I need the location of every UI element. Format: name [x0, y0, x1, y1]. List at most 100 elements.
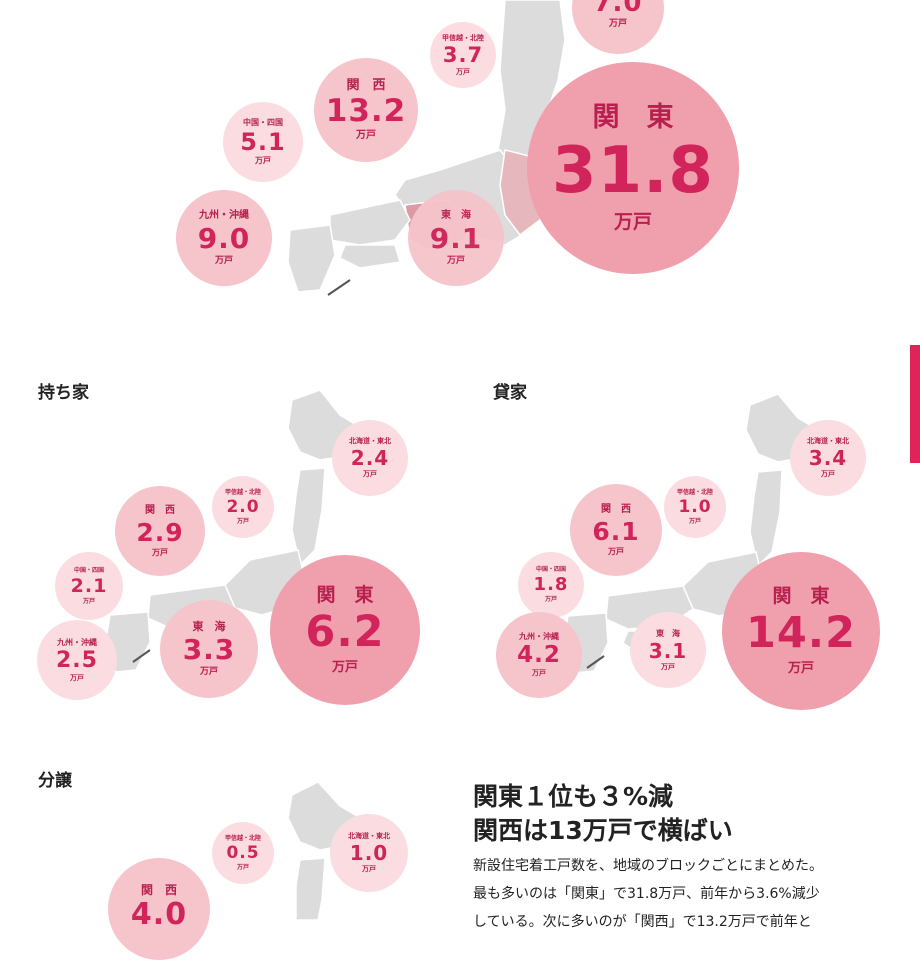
region-value: 2.0: [226, 496, 260, 517]
region-unit: 万戸: [362, 865, 376, 873]
region-value: 1.0: [678, 496, 712, 517]
condo-section: 甲信越・北陸 0.5 万戸 北海道・東北 1.0 万戸 関 西 4.0: [0, 770, 460, 960]
region-unit: 万戸: [214, 255, 233, 266]
body-line-1: 新設住宅着工戸数を、地域のブロックごとにまとめた。: [473, 858, 823, 874]
headline-line-1: 関東１位も３%減: [473, 782, 674, 811]
region-name: 関 西: [346, 78, 386, 93]
bubble-koshinetsu-hokuriku: 甲信越・北陸 0.5 万戸: [212, 822, 274, 884]
region-value: 2.1: [70, 574, 108, 597]
region-unit: 万戸: [608, 19, 627, 29]
region-name: 東 海: [192, 620, 226, 633]
region-unit: 万戸: [787, 661, 814, 676]
bubble-chugoku-shikoku: 中国・四国 1.8 万戸: [518, 552, 584, 618]
region-unit: 万戸: [236, 517, 249, 525]
region-value: 4.0: [130, 897, 188, 932]
region-name: 甲信越・北陸: [442, 33, 484, 42]
region-unit: 万戸: [688, 517, 701, 525]
total-section: 7.0 万戸 甲信越・北陸 3.7 万戸 関 東 31.8 万戸 関 西 13.…: [0, 0, 920, 320]
bubble-hokkaido-tohoku: 北海道・東北 2.4 万戸: [332, 420, 408, 496]
region-name: 九州・沖縄: [199, 209, 249, 221]
bubble-koshinetsu-hokuriku: 甲信越・北陸 3.7 万戸: [430, 22, 496, 88]
region-unit: 万戸: [613, 211, 652, 233]
region-name: 北海道・東北: [348, 832, 390, 840]
region-unit: 万戸: [70, 673, 84, 682]
region-unit: 万戸: [363, 470, 377, 478]
body-line-3: している。次に多いのが「関西」で13.2万戸で前年と: [473, 914, 812, 930]
region-unit: 万戸: [532, 669, 546, 677]
region-name: 東 海: [656, 628, 680, 638]
region-name: 関 東: [772, 585, 830, 607]
bubble-tokai: 東 海 3.1 万戸: [630, 612, 706, 688]
bubble-kansai: 関 西 2.9 万戸: [115, 486, 205, 576]
region-value: 5.1: [240, 128, 286, 156]
region-name: 中国・四国: [535, 566, 566, 573]
region-name: 東 海: [441, 209, 471, 221]
okinawa-inset-divider: [327, 279, 351, 296]
bubble-tokai: 東 海 3.3 万戸: [160, 600, 258, 698]
region-value: 14.2: [745, 608, 857, 658]
bubble-kanto: 関 東 6.2 万戸: [270, 555, 420, 705]
region-unit: 万戸: [331, 660, 358, 675]
article-body: 新設住宅着工戸数を、地域のブロックごとにまとめた。 最も多いのは「関東」で31.…: [473, 852, 913, 936]
region-value: 6.1: [592, 516, 640, 546]
region-unit: 万戸: [446, 255, 465, 266]
bubble-koshinetsu-hokuriku: 甲信越・北陸 2.0 万戸: [212, 476, 274, 538]
bubble-kyushu-okinawa: 九州・沖縄 2.5 万戸: [37, 620, 117, 700]
article-headline: 関東１位も３%減 関西は13万戸で横ばい: [473, 780, 913, 848]
region-value: 2.4: [350, 446, 390, 470]
rental-section: 北海道・東北 3.4 万戸 甲信越・北陸 1.0 万戸 関 西 6.1 万戸 中…: [460, 380, 920, 720]
region-unit: 万戸: [82, 597, 95, 605]
bubble-tokai: 東 海 9.1 万戸: [408, 190, 504, 286]
bubble-hokkaido-tohoku: 北海道・東北 3.4 万戸: [790, 420, 866, 496]
region-value: 9.0: [197, 221, 251, 255]
region-name: 関 西: [145, 504, 175, 516]
section-title-rental: 貸家: [493, 383, 527, 403]
region-value: 2.9: [136, 517, 184, 547]
region-unit: 万戸: [456, 67, 470, 76]
region-unit: 万戸: [544, 596, 557, 603]
bubble-kyushu-okinawa: 九州・沖縄 4.2 万戸: [496, 612, 582, 698]
region-name: 北海道・東北: [349, 437, 391, 445]
region-value: 0.5: [226, 842, 260, 863]
region-name: 北海道・東北: [807, 437, 849, 445]
region-unit: 万戸: [236, 863, 249, 871]
headline-line-2: 関西は13万戸で横ばい: [473, 816, 733, 845]
section-title-owned: 持ち家: [38, 383, 89, 403]
bubble-kansai: 関 西 6.1 万戸: [570, 484, 662, 576]
section-title-condo: 分譲: [38, 771, 72, 791]
bubble-kyushu-okinawa: 九州・沖縄 9.0 万戸: [176, 190, 272, 286]
bubble-kanto: 関 東 14.2 万戸: [722, 552, 880, 710]
region-unit: 万戸: [152, 547, 168, 557]
region-value: 9.1: [429, 221, 483, 255]
region-unit: 万戸: [199, 667, 218, 677]
region-value: 4.2: [517, 642, 561, 668]
bubble-hokkaido-tohoku: 北海道・東北 1.0 万戸: [330, 814, 408, 892]
region-name: 九州・沖縄: [57, 637, 97, 647]
body-line-2: 最も多いのは「関東」で31.8万戸、前年から3.6%減少: [473, 886, 820, 902]
region-value: 3.4: [808, 446, 848, 470]
region-value: 3.7: [442, 42, 484, 67]
side-tab-accent: [910, 345, 920, 463]
region-unit: 万戸: [255, 156, 271, 165]
region-unit: 万戸: [821, 470, 835, 478]
region-name: 関 西: [140, 883, 177, 897]
region-name: 関 東: [316, 584, 374, 606]
bubble-kanto: 関 東 31.8 万戸: [527, 62, 739, 274]
region-name: 中国・四国: [243, 118, 283, 127]
region-name: 甲信越・北陸: [224, 488, 261, 496]
region-value: 7.0: [593, 0, 643, 18]
region-value: 13.2: [325, 93, 407, 129]
region-name: 関 西: [601, 503, 631, 515]
region-value: 31.8: [552, 134, 714, 208]
region-value: 2.5: [56, 647, 98, 673]
region-name: 甲信越・北陸: [676, 488, 713, 496]
bubble-kansai: 関 西 13.2 万戸: [314, 58, 418, 162]
region-value: 6.2: [305, 607, 385, 657]
region-value: 3.3: [182, 633, 236, 666]
region-unit: 万戸: [661, 662, 675, 671]
okinawa-inset-divider: [586, 655, 605, 669]
region-name: 甲信越・北陸: [224, 834, 261, 842]
bubble-kansai: 関 西 4.0: [108, 858, 210, 960]
region-name: 関 東: [592, 102, 674, 133]
owned-section: 北海道・東北 2.4 万戸 甲信越・北陸 2.0 万戸 関 西 2.9 万戸 中…: [0, 380, 460, 720]
